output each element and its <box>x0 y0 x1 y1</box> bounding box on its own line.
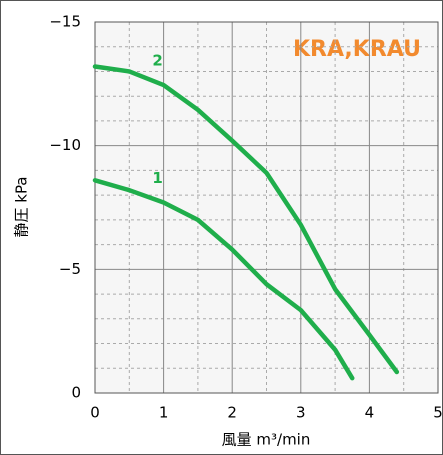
x-tick-label: 5 <box>433 404 443 422</box>
y-tick-label: −5 <box>59 260 81 278</box>
y-tick-label: −10 <box>49 136 81 154</box>
series-label: 2 <box>152 52 162 70</box>
x-axis-label: 風量 m³/min <box>222 431 311 449</box>
x-tick-label: 1 <box>159 404 169 422</box>
y-tick-label: −15 <box>49 13 81 31</box>
x-tick-label: 2 <box>227 404 237 422</box>
x-tick-label: 0 <box>90 404 100 422</box>
y-axis-label: 静圧 kPa <box>13 176 31 237</box>
chart-title: KRA,KRAU <box>293 37 421 62</box>
series-label: 1 <box>152 169 162 187</box>
plot-frame <box>94 21 439 394</box>
curve <box>92 178 355 381</box>
x-tick-label: 3 <box>296 404 306 422</box>
curve <box>92 64 400 375</box>
x-tick-label: 4 <box>365 404 375 422</box>
y-tick-label: 0 <box>71 384 81 402</box>
